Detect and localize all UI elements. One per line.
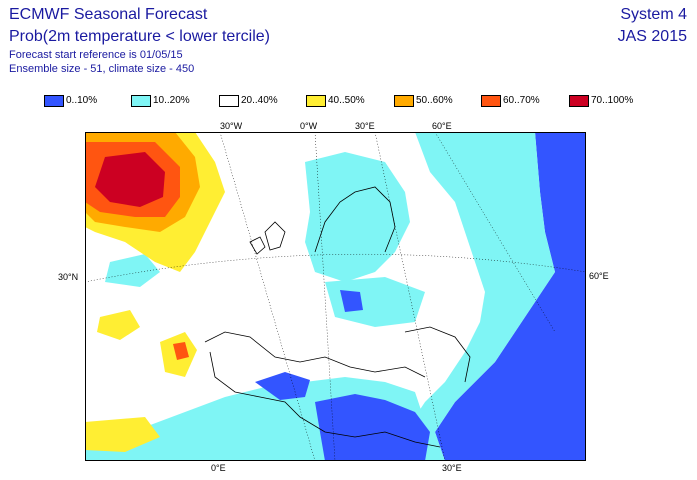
legend-swatch <box>481 95 501 107</box>
system-label: System 4 <box>620 6 687 23</box>
region-10-20-north <box>305 152 410 282</box>
region-70-100-northwest <box>95 152 165 207</box>
lon-label-30e-bottom: 30°E <box>442 463 462 473</box>
lon-label-30w: 30°W <box>220 121 243 131</box>
map-frame <box>85 132 586 461</box>
lon-label-30e-top: 30°E <box>355 121 375 131</box>
forecast-start-text: Forecast start reference is 01/05/15 <box>9 49 183 61</box>
region-40-50-southwest <box>85 417 160 452</box>
legend-label: 70..100% <box>591 95 634 106</box>
region-10-20-central <box>325 277 425 327</box>
legend-swatch <box>219 95 239 107</box>
legend-label: 20..40% <box>241 95 278 106</box>
legend-label: 0..10% <box>66 95 98 106</box>
region-0-10-south <box>315 394 430 461</box>
lon-label-60e-right: 60°E <box>589 271 609 281</box>
ensemble-size-text: Ensemble size - 51, climate size - 450 <box>9 63 195 75</box>
region-40-50-iberia-west <box>97 310 140 340</box>
lon-label-0w: 0°W <box>300 121 318 131</box>
legend-label: 10..20% <box>153 95 190 106</box>
period-label: JAS 2015 <box>617 28 687 45</box>
region-0-10-east <box>435 132 586 461</box>
region-0-10-central <box>340 290 363 312</box>
region-60-70-iberia <box>173 342 189 360</box>
coastlines <box>204 186 471 448</box>
lon-label-60e-top: 60°E <box>432 121 452 131</box>
map-title: ECMWF Seasonal Forecast <box>9 6 208 23</box>
legend-swatch <box>131 95 151 107</box>
legend-label: 40..50% <box>328 95 365 106</box>
legend-label: 50..60% <box>416 95 453 106</box>
region-0-10-mediterranean <box>255 372 310 400</box>
region-10-20-atlantic <box>105 254 160 287</box>
region-10-20-east <box>385 132 555 461</box>
map-subtitle: Prob(2m temperature < lower tercile) <box>9 28 270 45</box>
legend-swatch <box>44 95 64 107</box>
legend-swatch <box>569 95 589 107</box>
legend-swatch <box>394 95 414 107</box>
legend-swatch <box>306 95 326 107</box>
graticule <box>85 132 586 461</box>
legend-label: 60..70% <box>503 95 540 106</box>
probability-map <box>85 132 586 461</box>
lon-label-0e-bottom: 0°E <box>211 463 226 473</box>
lat-label-30n: 30°N <box>58 272 79 282</box>
